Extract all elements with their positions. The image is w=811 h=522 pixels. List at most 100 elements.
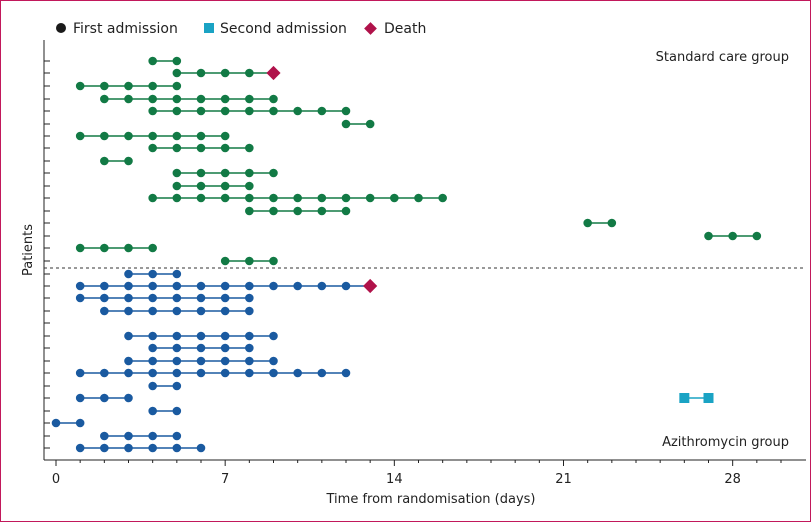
first-admission-point — [245, 281, 254, 291]
first-admission-point — [220, 193, 230, 203]
first-admission-point — [196, 306, 206, 316]
standard-care-patient-row — [172, 65, 281, 81]
first-admission-point — [220, 106, 230, 116]
second-admission-point — [703, 393, 714, 403]
x-tick-label: 14 — [386, 472, 403, 487]
first-admission-point — [196, 356, 206, 366]
first-admission-point — [172, 293, 182, 303]
first-admission-point — [220, 368, 230, 378]
first-admission-point — [148, 356, 157, 366]
first-admission-point — [124, 156, 133, 166]
first-admission-point — [148, 431, 157, 441]
standard-care-patient-row — [341, 119, 375, 129]
first-admission-point — [269, 94, 278, 104]
azithromycin-patient-row — [148, 406, 182, 416]
first-admission-point — [245, 256, 254, 266]
azithromycin-patient-row — [75, 278, 378, 294]
first-admission-point — [148, 381, 157, 391]
first-admission-point — [245, 293, 254, 303]
legend-marker-death — [364, 22, 377, 35]
first-admission-point — [414, 193, 423, 203]
first-admission-point — [341, 368, 351, 378]
group-label-standard-care: Standard care group — [656, 50, 789, 65]
first-admission-point — [220, 68, 230, 78]
azithromycin-patient-row — [124, 356, 278, 366]
first-admission-point — [172, 94, 182, 104]
legend-label-death: Death — [384, 21, 426, 37]
first-admission-point — [124, 431, 133, 441]
first-admission-point — [220, 281, 230, 291]
first-admission-point — [148, 81, 157, 91]
first-admission-point — [100, 81, 109, 91]
first-admission-point — [75, 293, 85, 303]
first-admission-point — [100, 156, 109, 166]
first-admission-point — [220, 356, 230, 366]
first-admission-point — [245, 68, 254, 78]
standard-care-patient-row — [220, 256, 278, 266]
first-admission-point — [245, 168, 254, 178]
first-admission-point — [75, 243, 85, 253]
first-admission-point — [196, 368, 206, 378]
first-admission-point — [245, 343, 254, 353]
first-admission-point — [124, 368, 133, 378]
standard-care-patient-row — [148, 193, 447, 203]
second-admission-point — [679, 393, 690, 403]
first-admission-point — [148, 406, 157, 416]
first-admission-point — [220, 181, 230, 191]
first-admission-point — [172, 269, 182, 279]
first-admission-point — [245, 143, 254, 153]
first-admission-point — [172, 181, 182, 191]
first-admission-point — [269, 331, 278, 341]
first-admission-point — [100, 393, 109, 403]
azithromycin-patient-row — [100, 431, 182, 441]
first-admission-point — [196, 293, 206, 303]
first-admission-point — [148, 243, 157, 253]
first-admission-point — [583, 218, 592, 228]
first-admission-point — [148, 56, 157, 66]
first-admission-point — [752, 231, 762, 241]
x-axis-label: Time from randomisation (days) — [326, 492, 536, 507]
first-admission-point — [75, 281, 85, 291]
first-admission-point — [317, 106, 327, 116]
group-label-azithromycin: Azithromycin group — [662, 435, 789, 450]
first-admission-point — [196, 106, 206, 116]
first-admission-point — [317, 368, 327, 378]
first-admission-point — [124, 269, 133, 279]
first-admission-point — [172, 56, 182, 66]
first-admission-point — [341, 106, 351, 116]
first-admission-point — [148, 443, 157, 453]
first-admission-point — [220, 293, 230, 303]
first-admission-point — [172, 343, 182, 353]
azithromycin-patient-row — [100, 306, 254, 316]
first-admission-point — [341, 119, 351, 129]
first-admission-point — [293, 206, 302, 216]
first-admission-point — [341, 206, 351, 216]
first-admission-point — [124, 443, 133, 453]
first-admission-point — [390, 193, 399, 203]
first-admission-point — [269, 281, 278, 291]
death-point — [363, 278, 378, 294]
first-admission-point — [196, 443, 206, 453]
x-tick-label: 0 — [52, 472, 60, 487]
azithromycin-patient-row — [124, 269, 182, 279]
first-admission-point — [100, 443, 109, 453]
first-admission-point — [148, 293, 157, 303]
first-admission-point — [100, 293, 109, 303]
first-admission-point — [172, 106, 182, 116]
death-point — [266, 65, 281, 81]
first-admission-point — [317, 193, 327, 203]
first-admission-point — [220, 143, 230, 153]
x-tick-label: 21 — [555, 472, 572, 487]
azithromycin-patient-row — [75, 293, 254, 303]
first-admission-point — [245, 368, 254, 378]
first-admission-point — [196, 281, 206, 291]
first-admission-point — [172, 131, 182, 141]
first-admission-point — [100, 306, 109, 316]
standard-care-patient-row — [75, 243, 157, 253]
first-admission-point — [245, 193, 254, 203]
first-admission-point — [124, 331, 133, 341]
standard-care-patient-row — [100, 94, 278, 104]
first-admission-point — [148, 106, 157, 116]
chart-legend: First admission Second admission Death — [56, 21, 426, 37]
